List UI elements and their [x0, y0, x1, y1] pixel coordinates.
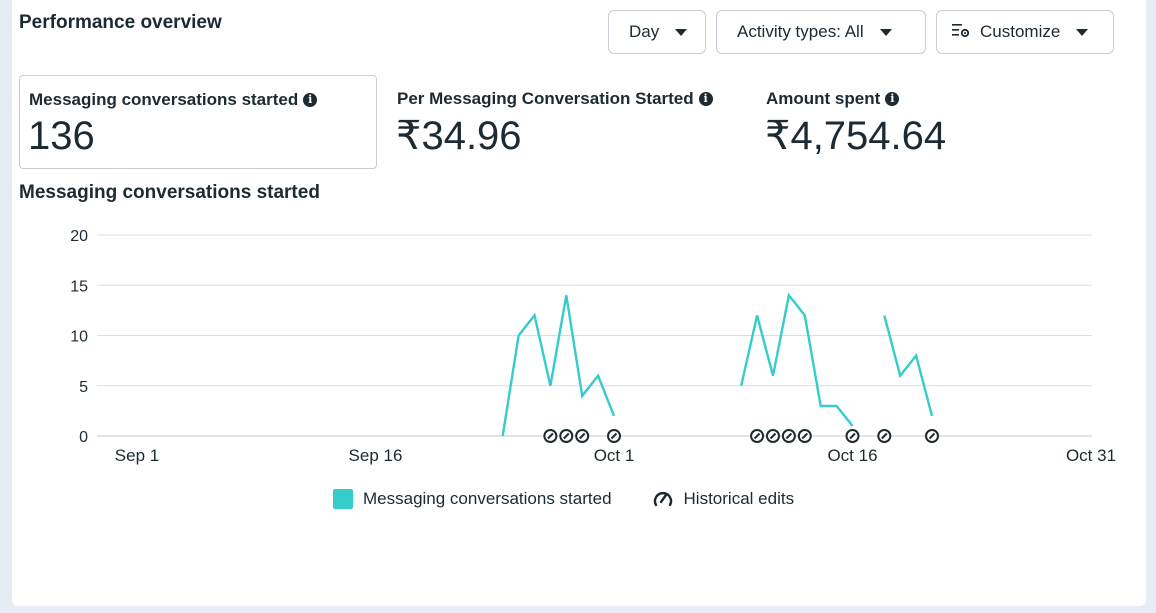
page-title: Performance overview: [19, 12, 222, 33]
historical-edit-marker: [797, 429, 812, 443]
historical-edit-marker: [781, 429, 796, 443]
historical-edit-marker: [750, 429, 765, 443]
day-dropdown[interactable]: Day: [608, 10, 706, 54]
chart-legend: Messaging conversations started Historic…: [333, 488, 794, 510]
metric-value: 136: [28, 114, 95, 158]
chart-title: Messaging conversations started: [19, 182, 320, 203]
info-icon[interactable]: i: [698, 92, 713, 106]
historical-edit-marker: [575, 429, 590, 443]
historical-edit-marker: [925, 429, 939, 443]
legend-series-label[interactable]: Messaging conversations started: [363, 489, 612, 508]
day-dropdown-label: Day: [629, 22, 660, 41]
metric-label: Per Messaging Conversation Started: [397, 89, 694, 108]
x-tick-label: Oct 31: [1066, 446, 1116, 465]
series-line-segment: [740, 292, 854, 427]
metric-label-row: Messaging conversations started i: [29, 90, 318, 110]
series-line-segment: [883, 315, 934, 417]
x-tick-label: Oct 16: [827, 446, 877, 465]
historical-edit-marker: [607, 429, 621, 443]
metric-label: Messaging conversations started: [29, 90, 299, 109]
x-tick-label: Sep 16: [349, 446, 403, 465]
y-tick-label: 0: [79, 429, 88, 446]
legend-series-swatch: [333, 489, 353, 509]
metric-value: ₹34.96: [396, 114, 522, 158]
metric-value: ₹4,754.64: [765, 114, 947, 158]
caret-down-icon: [675, 28, 688, 36]
performance-card: [12, 0, 1146, 606]
y-tick-label: 5: [79, 379, 88, 396]
activity-types-dropdown[interactable]: Activity types: All: [716, 10, 926, 54]
metric-label-row: Amount spent i: [766, 89, 900, 109]
x-tick-label: Sep 1: [115, 446, 159, 465]
info-icon[interactable]: i: [885, 92, 900, 106]
metric-card-amount-spent[interactable]: Amount spent i ₹4,754.64: [757, 75, 1117, 169]
metric-card-cost-per-conversation[interactable]: Per Messaging Conversation Started i ₹34…: [388, 75, 748, 169]
y-tick-label: 15: [70, 278, 88, 295]
historical-edit-icon: [652, 488, 674, 510]
customize-label: Customize: [980, 22, 1061, 41]
metric-label-row: Per Messaging Conversation Started i: [397, 89, 713, 109]
historical-edit-marker: [877, 429, 892, 443]
legend-edits-label[interactable]: Historical edits: [683, 489, 795, 508]
y-tick-label: 10: [70, 329, 88, 346]
y-tick-label: 20: [70, 228, 88, 245]
historical-edit-marker: [766, 429, 780, 443]
info-icon[interactable]: i: [303, 93, 318, 107]
caret-down-icon: [879, 28, 892, 36]
customize-icon: [951, 22, 971, 43]
metric-label: Amount spent: [766, 89, 881, 108]
series-line-segment: [501, 295, 616, 437]
metric-card-conversations[interactable]: Messaging conversations started i 136: [19, 75, 377, 169]
x-tick-label: Oct 1: [594, 446, 635, 465]
historical-edit-marker: [543, 429, 558, 443]
customize-dropdown[interactable]: Customize: [936, 10, 1114, 54]
activity-types-label: Activity types: All: [737, 22, 864, 41]
caret-down-icon: [1076, 28, 1089, 36]
historical-edit-marker: [559, 429, 574, 443]
historical-edit-marker: [845, 429, 860, 443]
